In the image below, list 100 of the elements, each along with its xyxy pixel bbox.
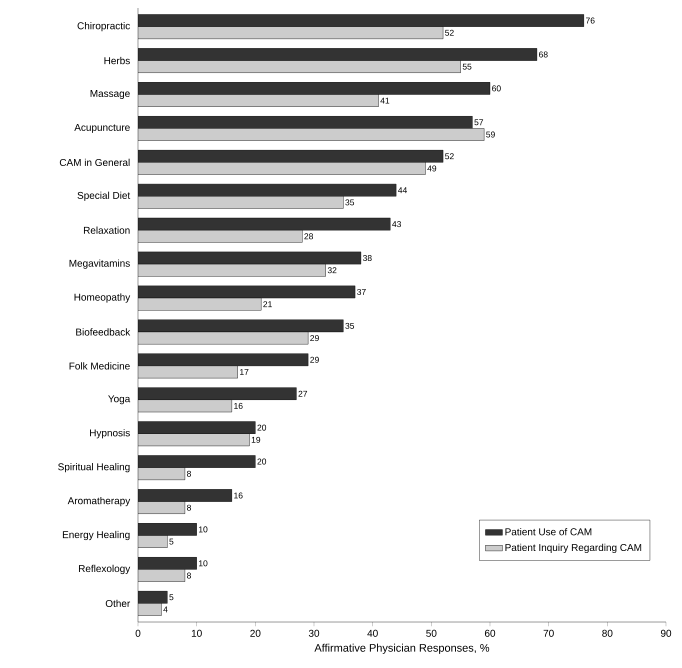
bar [138, 264, 326, 277]
data-label: 10 [199, 526, 208, 532]
bar [138, 455, 256, 468]
y-tick-label: Yoga [108, 395, 130, 404]
bar [138, 26, 444, 40]
bar [138, 230, 302, 243]
y-tick-label: Energy Healing [62, 530, 130, 540]
data-label: 41 [380, 98, 390, 104]
bar [138, 400, 232, 412]
bar [138, 590, 168, 604]
data-label: 8 [187, 470, 191, 477]
x-tick-label: 50 [426, 630, 436, 637]
data-label: 27 [298, 390, 308, 397]
data-label: 35 [345, 199, 354, 206]
x-tick-label: 80 [602, 630, 612, 637]
data-label: 60 [492, 85, 501, 92]
bar [138, 353, 308, 366]
x-tick-label: 20 [250, 630, 260, 637]
data-label: 8 [187, 504, 191, 511]
y-tick-label: Acupuncture [74, 124, 130, 133]
data-label: 16 [234, 402, 243, 409]
x-tick-label: 10 [192, 630, 202, 637]
bar [138, 603, 162, 616]
data-label: 29 [310, 356, 319, 363]
bar [138, 501, 186, 514]
data-label: 38 [362, 255, 372, 262]
data-label: 20 [257, 424, 266, 431]
bar [138, 94, 379, 107]
data-label: 20 [257, 458, 266, 465]
y-tick-label: Spiritual Healing [58, 463, 130, 472]
bar [138, 162, 426, 175]
y-tick-label: Hypnosis [90, 429, 130, 438]
y-tick-label: Other [106, 600, 130, 608]
data-label: 43 [392, 221, 402, 228]
bar [138, 421, 256, 434]
bar [138, 523, 197, 536]
y-tick-label: Massage [90, 90, 130, 99]
y-tick-label: Homeopathy [74, 293, 130, 303]
bar [138, 150, 444, 163]
data-label: 55 [462, 64, 472, 70]
data-label: 35 [345, 322, 354, 329]
bar [138, 218, 390, 230]
bar [138, 557, 197, 570]
bar [138, 489, 232, 502]
data-label: 21 [263, 301, 272, 308]
bar [138, 116, 473, 129]
bar [138, 298, 262, 310]
y-tick-label: Special Diet [78, 192, 130, 201]
y-tick-label: Reflexology [78, 564, 130, 574]
y-tick-label: Relaxation [84, 226, 130, 234]
data-label: 28 [304, 233, 314, 240]
data-label: 19 [252, 436, 260, 443]
data-label: 37 [357, 288, 366, 295]
bar [138, 252, 362, 264]
data-label: 4 [163, 606, 168, 612]
x-tick-label: 60 [484, 630, 496, 637]
data-label: 32 [328, 267, 336, 274]
bar [138, 467, 186, 480]
data-label: 17 [240, 369, 248, 375]
bar [138, 196, 344, 209]
bar [138, 387, 297, 400]
y-tick-label: Herbs [104, 56, 130, 64]
x-tick-label: 70 [544, 630, 554, 637]
x-tick-label: 30 [308, 630, 320, 637]
data-label: 52 [445, 30, 454, 36]
bar [138, 82, 490, 95]
bar [138, 434, 250, 446]
data-label: 16 [234, 492, 243, 498]
bar [138, 332, 308, 344]
x-tick-label: 90 [660, 630, 672, 637]
y-tick-label: Folk Medicine [70, 362, 130, 370]
data-label: 52 [445, 153, 454, 160]
y-tick-label: Aromatherapy [68, 496, 130, 506]
legend-label: Patient Use of CAM [505, 528, 592, 536]
bar [138, 286, 356, 298]
x-tick-label: 0 [136, 630, 140, 637]
bar [138, 128, 484, 141]
data-label: 76 [586, 18, 595, 24]
bar [138, 569, 186, 582]
bar [138, 14, 584, 27]
data-label: 49 [427, 165, 436, 172]
data-label: 5 [169, 538, 174, 545]
legend-label: Patient Inquiry Regarding CAM [505, 544, 642, 554]
y-tick-label: Biofeedback [76, 328, 130, 336]
bar [138, 535, 168, 548]
y-tick-label: Megavitamins [70, 259, 130, 269]
data-label: 68 [539, 51, 548, 58]
data-label: 59 [486, 132, 495, 138]
data-label: 8 [187, 572, 191, 579]
x-axis-title: Affirmative Physician Responses, % [314, 644, 490, 654]
data-label: 5 [169, 594, 174, 600]
bar [138, 366, 238, 378]
data-label: 57 [474, 119, 484, 126]
bar [138, 48, 538, 61]
bar [138, 320, 344, 332]
bar [138, 60, 461, 73]
y-tick-label: CAM in General [60, 158, 130, 166]
data-label: 44 [398, 187, 407, 194]
x-tick-label: 40 [367, 630, 378, 637]
bar [138, 184, 396, 196]
